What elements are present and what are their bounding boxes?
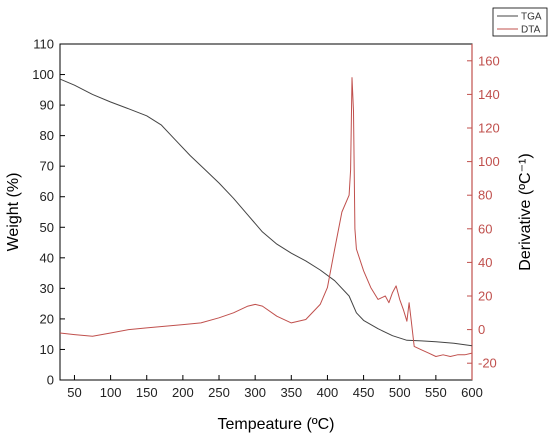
legend-box <box>492 7 548 37</box>
y-right-tick-label: 160 <box>478 53 500 68</box>
y-left-tick-label: 90 <box>40 98 54 113</box>
x-tick-label: 450 <box>353 385 375 400</box>
y-axis-right: -20 0 20 40 60 80 100 120 140 160 <box>467 44 500 380</box>
y-left-tick-label: 50 <box>40 220 54 235</box>
series-line-dta <box>59 77 473 357</box>
y-left-tick-label: 110 <box>33 37 54 52</box>
x-tick-label: 300 <box>244 385 266 400</box>
y-right-tick-label: 60 <box>478 221 492 236</box>
x-tick-label: 50 <box>67 385 81 400</box>
y-axis-left: 0 10 20 30 40 50 60 70 80 90 100 110 <box>32 37 65 388</box>
x-tick-label: 350 <box>280 385 302 400</box>
y-left-tick-label: 0 <box>47 373 54 388</box>
y-left-tick-label: 80 <box>40 128 54 143</box>
y-right-tick-label: 100 <box>478 154 500 169</box>
y-right-tick-label: 20 <box>478 289 492 304</box>
x-tick-label: 250 <box>208 385 230 400</box>
y-left-tick-label: 40 <box>40 250 54 265</box>
x-tick-label: 600 <box>461 385 483 400</box>
y-right-tick-label: 140 <box>478 87 500 102</box>
plot-frame <box>59 43 473 381</box>
y-left-tick-label: 30 <box>40 281 54 296</box>
legend-label-dta: DTA <box>521 25 541 36</box>
series-line-tga <box>59 78 473 347</box>
x-tick-label: 550 <box>425 385 447 400</box>
legend-label-tga: TGA <box>521 12 542 23</box>
y-right-tick-label: 40 <box>478 255 492 270</box>
x-axis-title: Tempeature (ºC) <box>218 416 335 433</box>
y-right-tick-label: 0 <box>478 322 485 337</box>
y-right-tick-label: 120 <box>478 121 500 136</box>
x-axis: 50 100 150 200 250 300 350 400 450 500 550 600 <box>67 375 483 400</box>
y-axis-left-title: Weight (%) <box>5 173 22 252</box>
y-left-tick-label: 60 <box>40 189 54 204</box>
y-right-tick-label: 80 <box>478 188 492 203</box>
y-left-tick-label: 100 <box>32 67 54 82</box>
series-layer <box>59 77 473 357</box>
y-left-tick-label: 10 <box>40 342 54 357</box>
x-tick-label: 200 <box>172 385 194 400</box>
y-axis-right-title: Derivative (ºC⁻¹) <box>517 153 534 270</box>
legend: TGA DTA <box>492 7 548 37</box>
y-right-tick-label: -20 <box>478 356 497 371</box>
x-tick-label: 150 <box>136 385 158 400</box>
y-left-tick-label: 70 <box>40 159 54 174</box>
x-tick-label: 100 <box>100 385 122 400</box>
y-left-tick-label: 20 <box>40 311 54 326</box>
x-tick-label: 500 <box>389 385 411 400</box>
x-tick-label: 400 <box>317 385 339 400</box>
